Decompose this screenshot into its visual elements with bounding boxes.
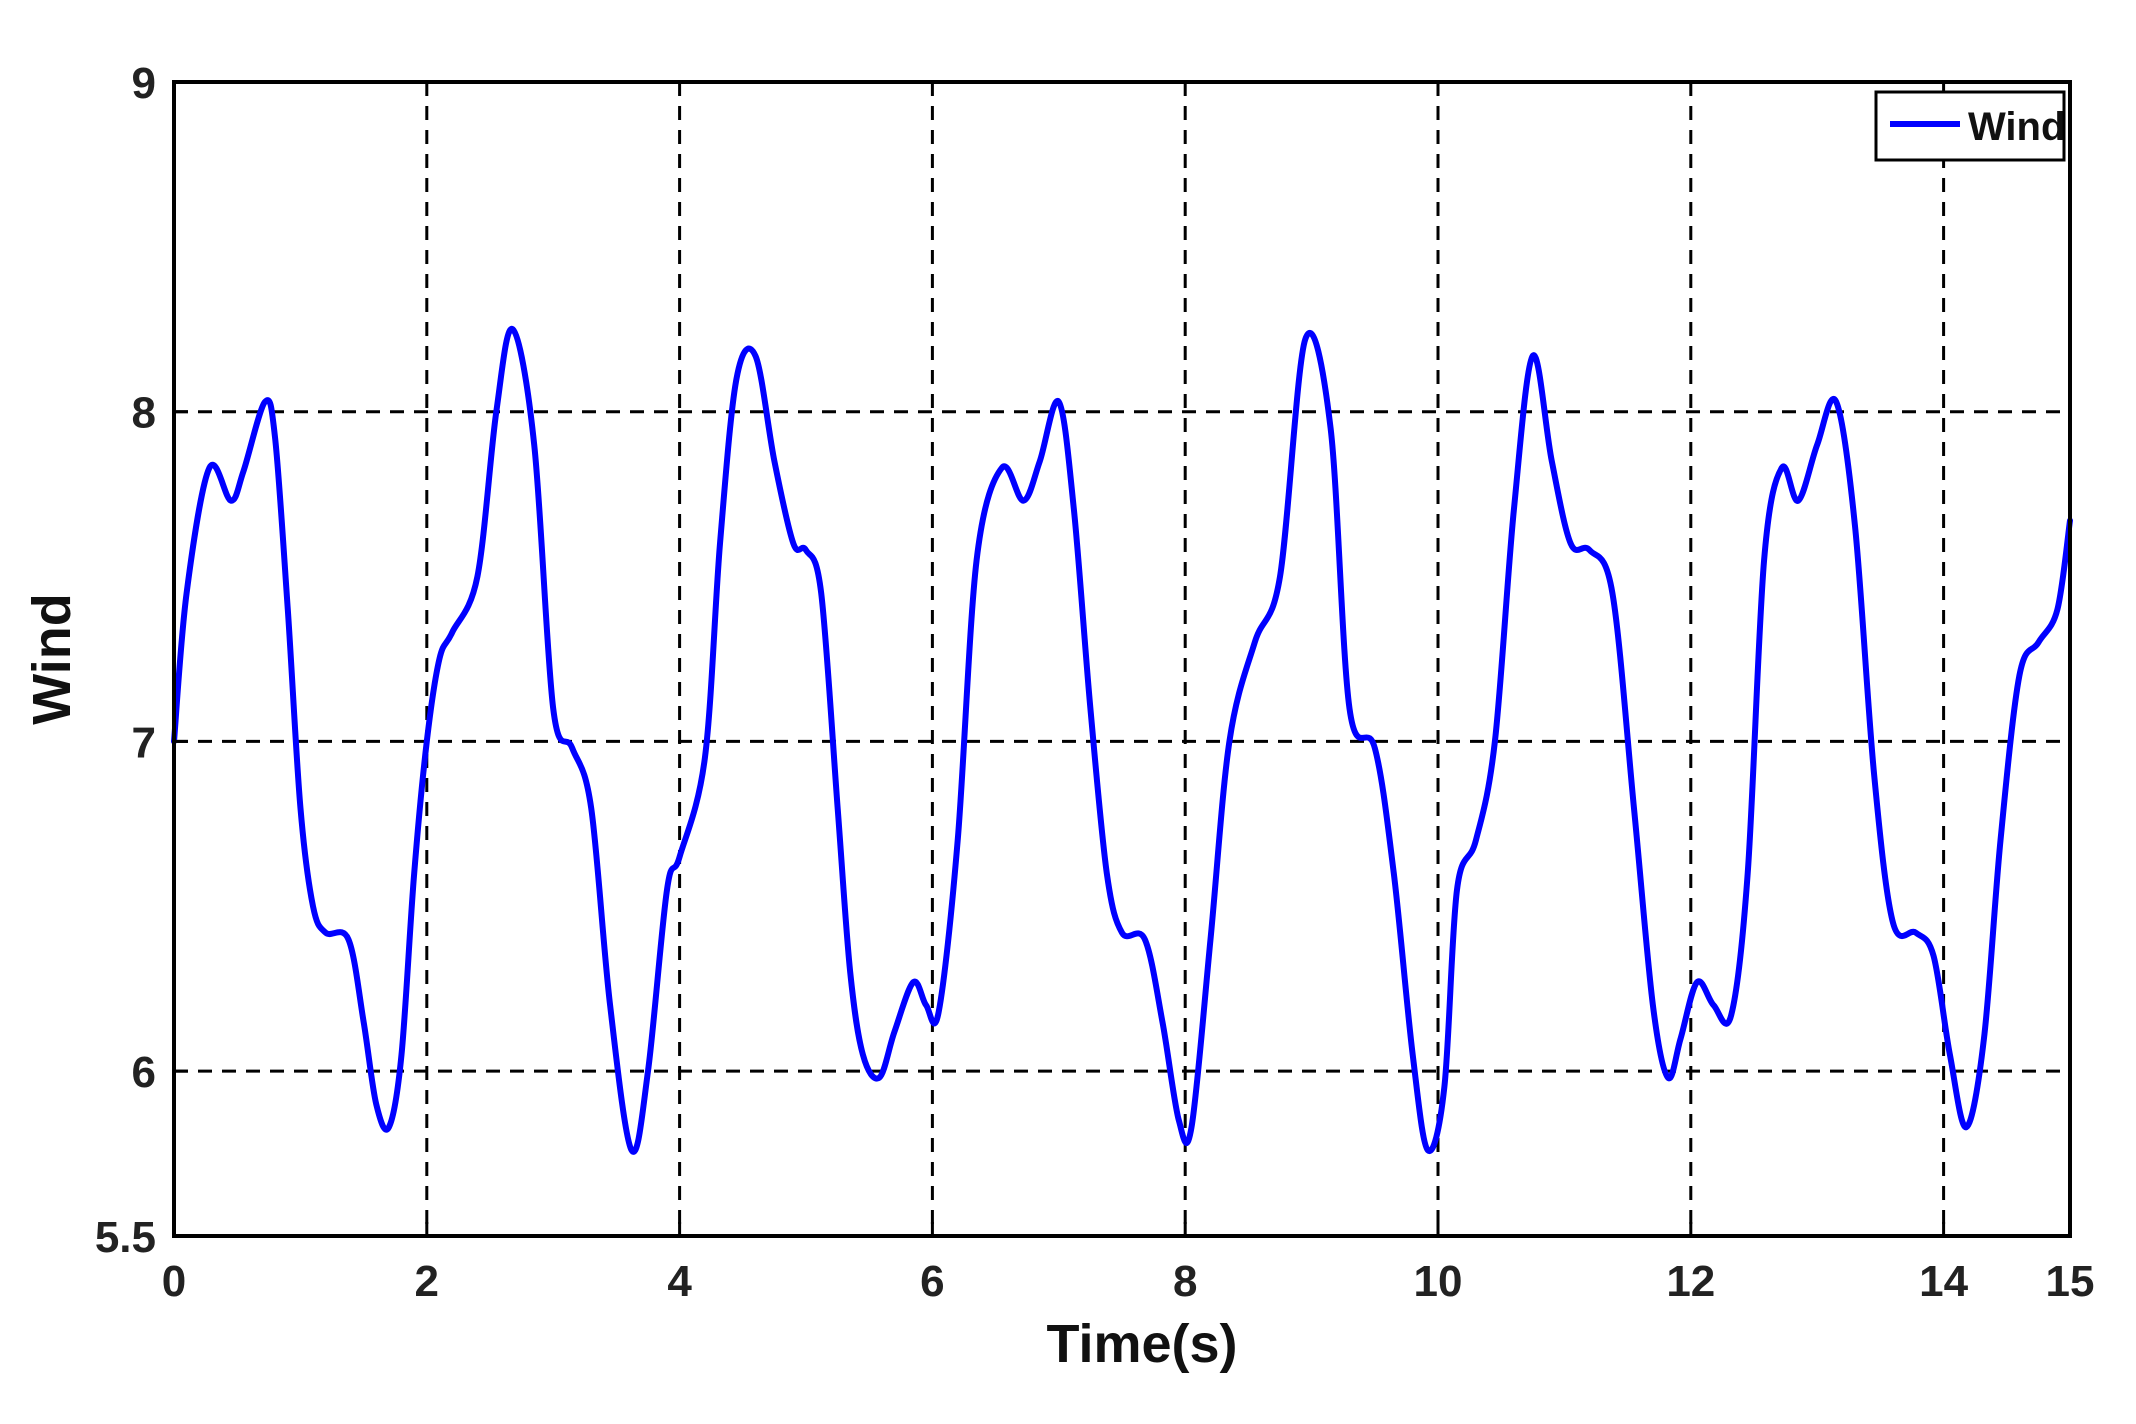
x-tick-label: 6 — [920, 1257, 944, 1306]
x-tick-label: 12 — [1666, 1257, 1715, 1306]
plot-area-frame — [172, 80, 2072, 1238]
x-axis-label: Time(s) — [1046, 1314, 1237, 1374]
y-tick-label: 7 — [132, 718, 156, 767]
y-tick-label: 6 — [132, 1048, 156, 1097]
x-tick-label: 8 — [1173, 1257, 1197, 1306]
x-tick-label: 0 — [162, 1257, 186, 1306]
y-tick-label: 5.5 — [95, 1213, 156, 1262]
x-tick-label: 10 — [1414, 1257, 1463, 1306]
y-tick-label: 9 — [132, 59, 156, 108]
y-tick-label: 8 — [132, 389, 156, 438]
series-layer — [171, 326, 2073, 1155]
x-tick-label: 15 — [2046, 1257, 2095, 1306]
x-tick-label: 2 — [415, 1257, 439, 1306]
x-tick-label: 14 — [1919, 1257, 1968, 1306]
y-axis-ticks: 5.5 6 7 8 9 — [95, 59, 188, 1262]
legend: Wind — [1874, 90, 2066, 162]
series-line-wind — [171, 326, 2073, 1155]
legend-label-wind: Wind — [1968, 105, 2065, 149]
y-axis-label: Wind — [22, 593, 82, 724]
grid-lines — [174, 82, 2070, 1236]
x-tick-label: 4 — [667, 1257, 692, 1306]
x-axis-ticks: 0 2 4 6 8 10 12 14 15 — [162, 1222, 2095, 1306]
